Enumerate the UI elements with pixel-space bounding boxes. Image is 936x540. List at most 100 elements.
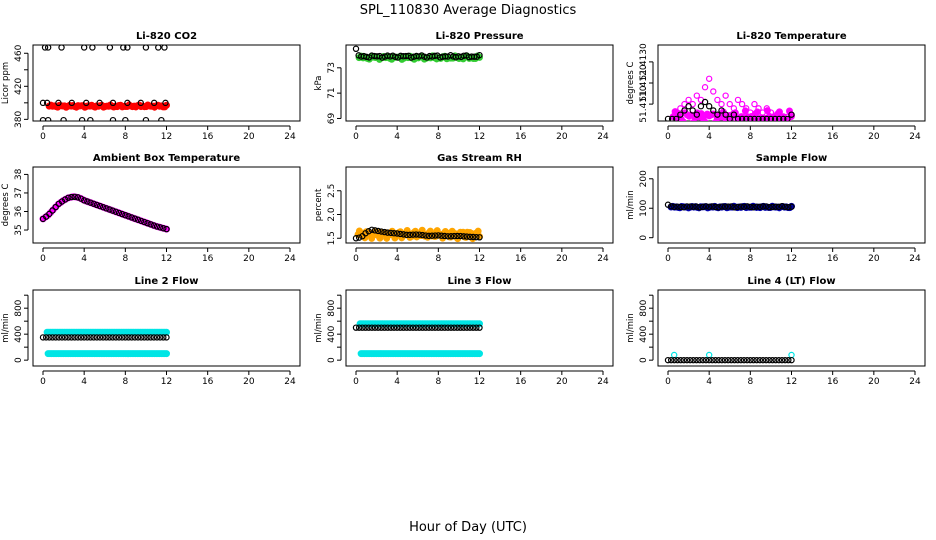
x-tick-label: 12 bbox=[161, 377, 172, 387]
x-tick-label: 16 bbox=[515, 254, 527, 264]
data-point bbox=[438, 232, 445, 239]
data-point bbox=[753, 108, 761, 116]
data-point bbox=[134, 334, 142, 341]
data-point bbox=[49, 334, 56, 341]
data-point bbox=[762, 203, 770, 210]
data-point bbox=[144, 334, 151, 341]
data-point bbox=[60, 116, 67, 121]
data-point bbox=[153, 334, 161, 341]
x-tick-label: 24 bbox=[284, 132, 296, 142]
data-point bbox=[419, 324, 426, 331]
x-tick-label: 20 bbox=[868, 377, 880, 387]
data-point bbox=[147, 334, 154, 341]
data-point bbox=[381, 228, 388, 236]
data-point bbox=[96, 202, 104, 210]
data-point bbox=[677, 203, 684, 211]
data-point bbox=[393, 230, 401, 237]
data-point bbox=[431, 232, 439, 239]
data-point bbox=[750, 356, 757, 364]
data-point bbox=[65, 194, 72, 201]
series-group bbox=[664, 75, 795, 121]
data-point bbox=[106, 45, 114, 51]
data-point bbox=[425, 324, 433, 331]
x-tick-label: 20 bbox=[868, 132, 880, 142]
data-point bbox=[460, 324, 467, 331]
series-group bbox=[664, 351, 795, 364]
data-point bbox=[705, 351, 713, 359]
x-tick-label: 4 bbox=[394, 377, 400, 387]
data-point bbox=[696, 204, 703, 211]
data-point bbox=[715, 204, 722, 211]
data-point bbox=[365, 324, 372, 331]
y-tick-label: 51.4130 bbox=[639, 43, 649, 80]
data-point bbox=[696, 356, 703, 364]
y-tick-label: 0 bbox=[639, 235, 649, 241]
data-point bbox=[476, 51, 483, 59]
y-tick-label: 400 bbox=[14, 325, 24, 342]
data-point bbox=[681, 107, 688, 114]
y-tick-label: 51.4110 bbox=[639, 85, 649, 122]
x-tick-label: 12 bbox=[474, 254, 485, 264]
data-point bbox=[743, 356, 751, 364]
data-point bbox=[422, 232, 429, 239]
data-point bbox=[441, 232, 448, 240]
data-point bbox=[374, 324, 382, 331]
x-tick-label: 24 bbox=[909, 132, 921, 142]
y-axis-label: degrees C bbox=[626, 62, 636, 105]
data-point bbox=[52, 334, 59, 341]
data-point bbox=[701, 98, 709, 106]
y-tick-label: 37 bbox=[14, 187, 24, 198]
x-tick-label: 12 bbox=[474, 132, 485, 142]
data-point bbox=[476, 234, 483, 241]
data-point bbox=[39, 116, 47, 121]
x-tick-label: 20 bbox=[243, 254, 255, 264]
data-point bbox=[734, 96, 742, 104]
y-tick-label: 100 bbox=[639, 199, 649, 216]
y-tick-label: 51.4120 bbox=[639, 64, 649, 101]
data-point bbox=[42, 334, 50, 341]
data-point bbox=[387, 324, 395, 331]
y-tick-label: 380 bbox=[14, 110, 24, 127]
data-point bbox=[355, 234, 363, 241]
data-point bbox=[352, 45, 360, 53]
data-point bbox=[709, 203, 716, 210]
x-tick-label: 20 bbox=[243, 132, 255, 142]
data-point bbox=[714, 111, 721, 118]
y-tick-label: 200 bbox=[639, 170, 649, 187]
plot-frame bbox=[657, 289, 926, 367]
x-tick-label: 16 bbox=[515, 377, 527, 387]
data-point bbox=[153, 223, 161, 230]
y-axis-label: kPa bbox=[314, 76, 324, 91]
panel-title: Gas Stream RH bbox=[437, 153, 522, 164]
data-point bbox=[163, 350, 170, 358]
data-point bbox=[397, 230, 404, 238]
data-point bbox=[74, 334, 82, 341]
data-point bbox=[469, 324, 477, 331]
y-tick-label: 0 bbox=[639, 357, 649, 363]
data-point bbox=[156, 334, 164, 341]
x-tick-label: 0 bbox=[665, 254, 671, 264]
data-point bbox=[147, 221, 154, 228]
data-point bbox=[80, 197, 88, 204]
data-point bbox=[162, 99, 169, 107]
data-point bbox=[705, 103, 713, 110]
data-point bbox=[447, 324, 455, 331]
data-point bbox=[141, 334, 148, 341]
data-point bbox=[49, 207, 56, 214]
x-tick-label: 4 bbox=[394, 132, 400, 142]
y-tick-label: 800 bbox=[14, 299, 24, 316]
data-point bbox=[769, 356, 776, 364]
data-point bbox=[103, 334, 110, 341]
plot-frame bbox=[32, 289, 301, 367]
data-point bbox=[96, 99, 103, 107]
panel-title: Li-820 Pressure bbox=[435, 31, 523, 42]
data-point bbox=[714, 96, 721, 104]
data-point bbox=[755, 115, 762, 121]
data-point bbox=[685, 103, 692, 110]
data-point bbox=[90, 334, 97, 341]
data-point bbox=[734, 356, 741, 364]
data-point bbox=[109, 116, 117, 121]
data-point bbox=[403, 324, 410, 331]
